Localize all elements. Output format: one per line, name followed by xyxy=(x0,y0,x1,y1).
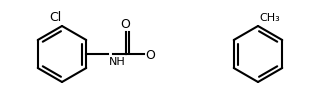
Text: NH: NH xyxy=(109,57,126,67)
Text: Cl: Cl xyxy=(49,11,61,24)
Text: O: O xyxy=(145,48,155,61)
Text: CH₃: CH₃ xyxy=(259,13,280,23)
Text: O: O xyxy=(120,18,130,31)
